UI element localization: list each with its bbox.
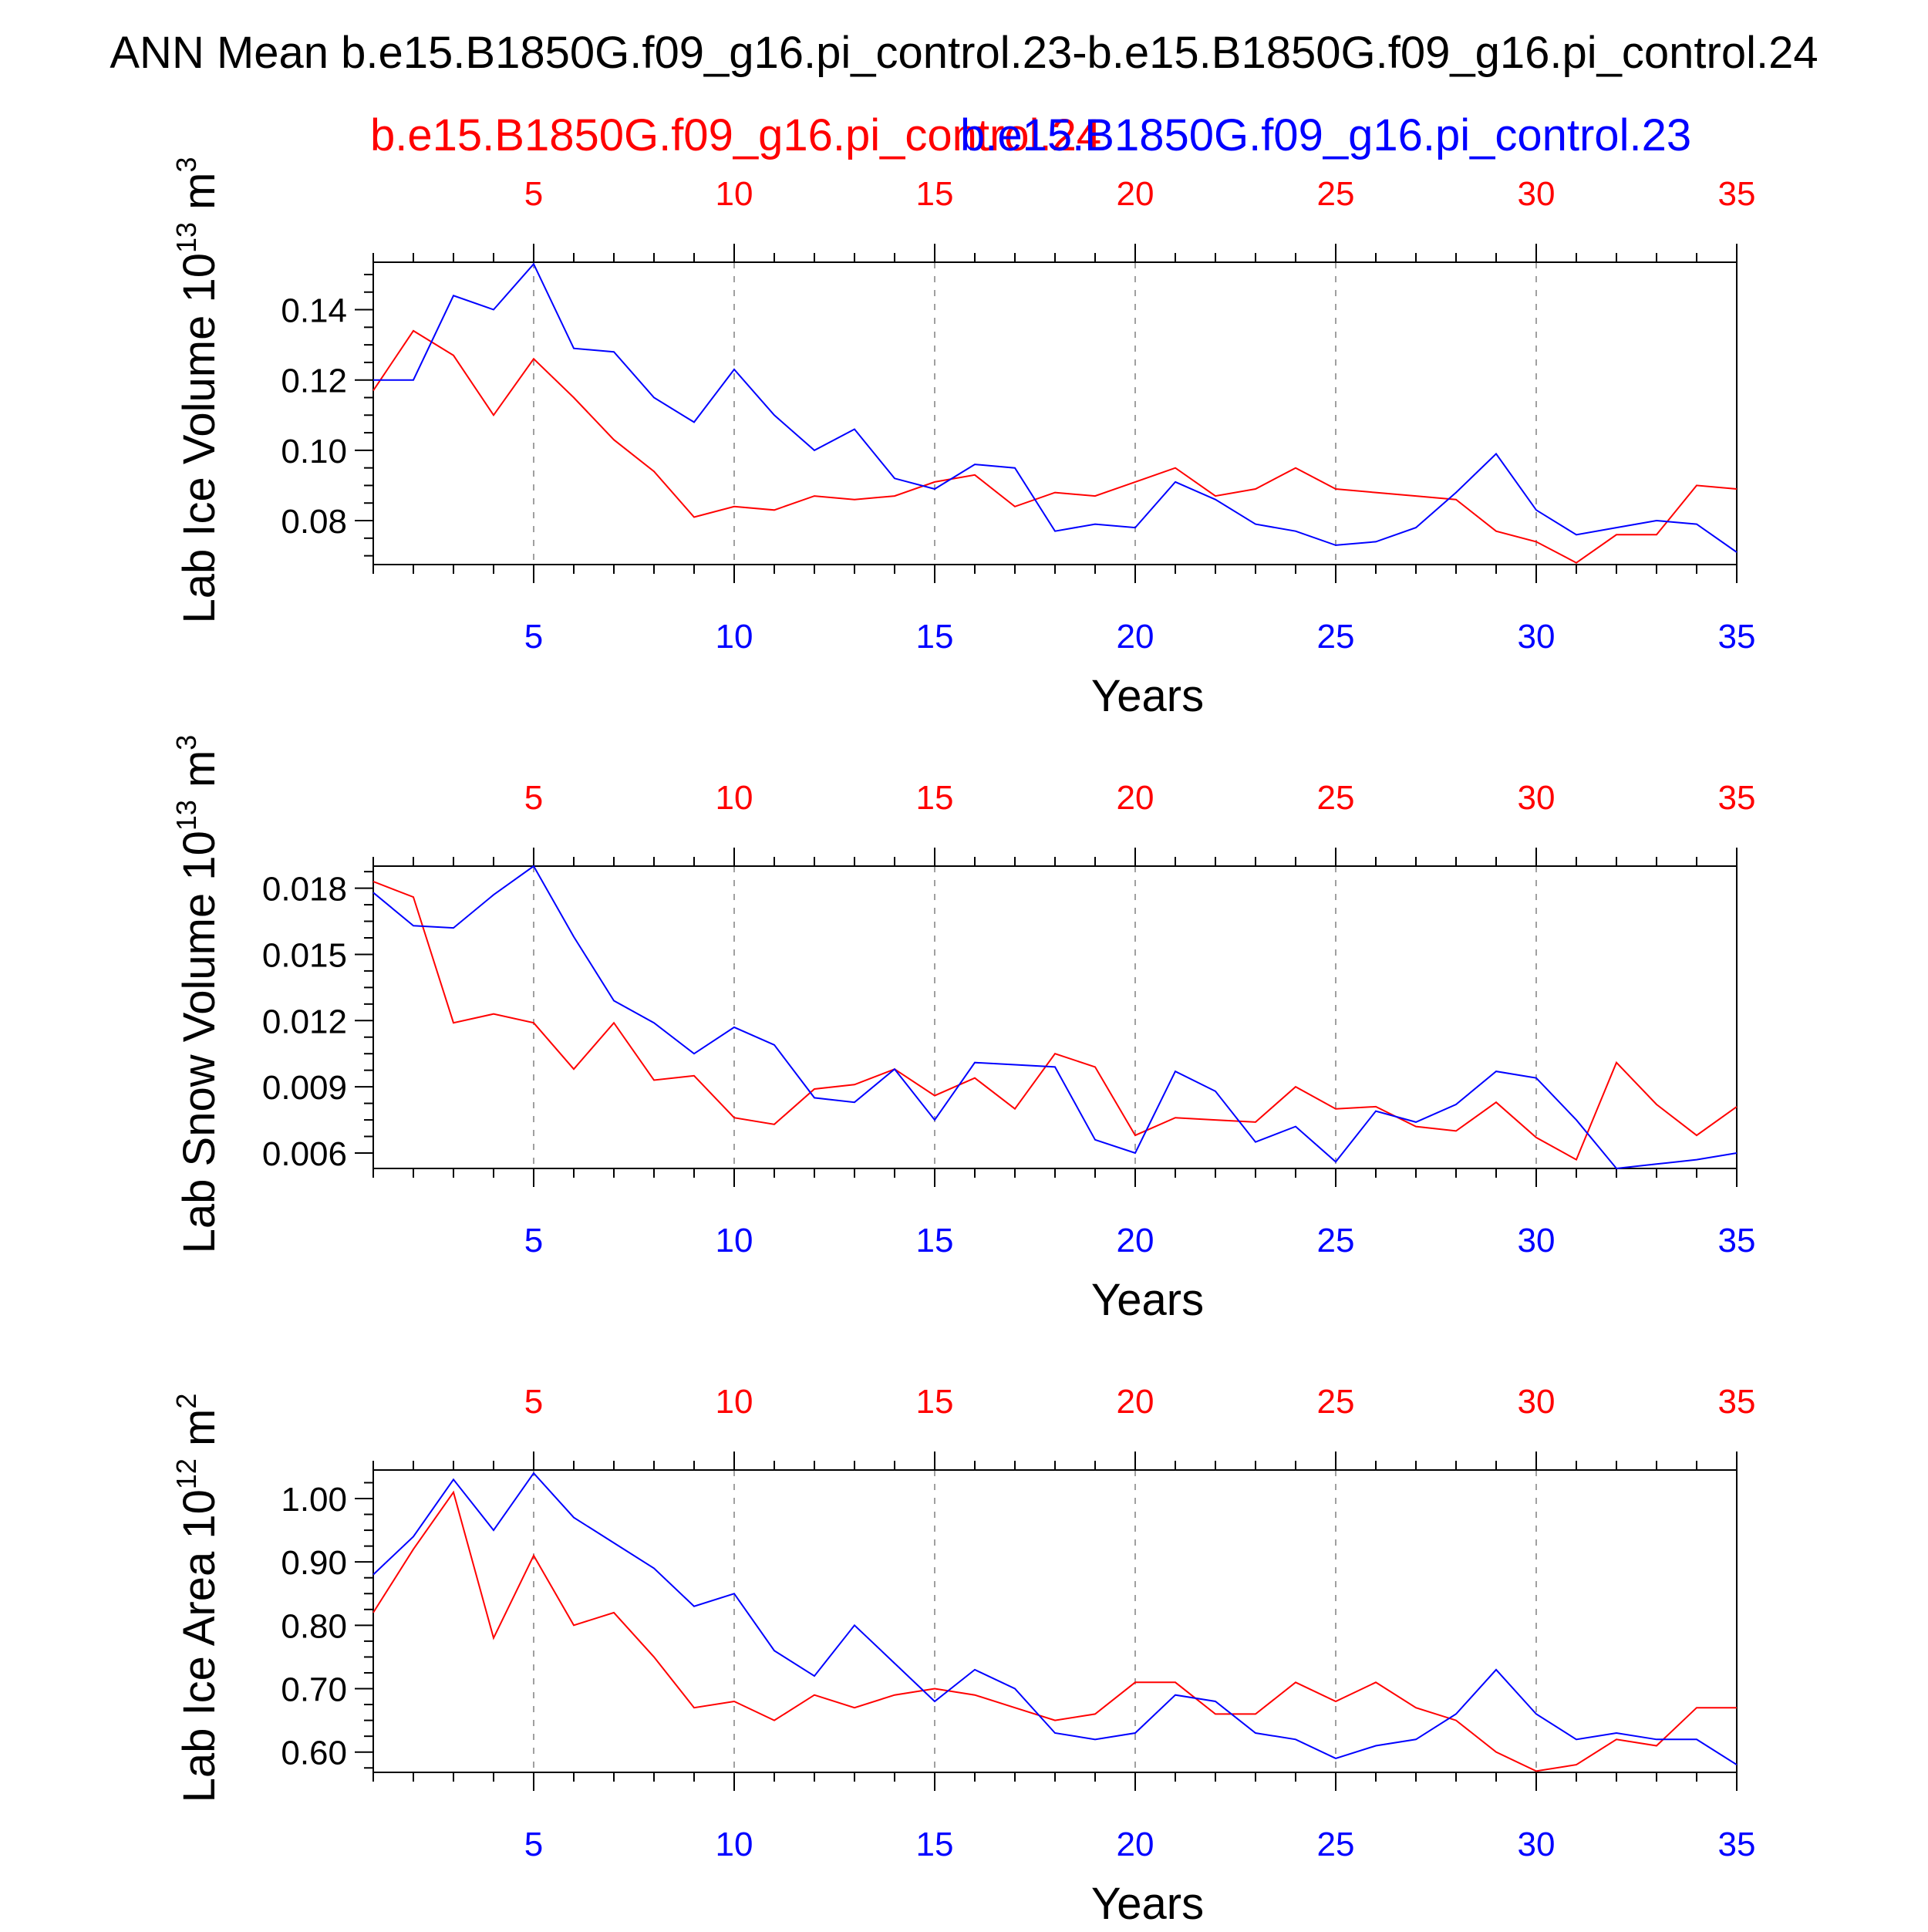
x-axis-label: Years — [1091, 671, 1204, 721]
y-axis-label: Lab Snow Volume 1013 m3 — [170, 735, 224, 1254]
x-bottom-tick-label: 35 — [1718, 1826, 1756, 1863]
y-tick-label: 0.10 — [281, 433, 347, 470]
x-top-tick-label: 25 — [1317, 779, 1355, 817]
y-tick-label: 0.12 — [281, 362, 347, 400]
x-axis-label: Years — [1091, 1275, 1204, 1325]
y-axis-label-part: m — [174, 1409, 224, 1458]
panel-1: 0.08 0.10 0.12 0.14 5 5 10 10 15 15 20 20 25 25 30 30 35… — [170, 157, 1755, 721]
panel-3: 0.60 0.70 0.80 0.90 1.00 5 5 10 10 15 15 20 20 25 25 30… — [170, 1383, 1756, 1929]
y-axis-label-superscript: 13 — [170, 222, 202, 253]
series-line-blue — [373, 262, 1738, 553]
panel-2: 0.006 0.009 0.012 0.015 0.018 5 5 10 10 15 15 20 20 2… — [170, 735, 1755, 1325]
y-axis-label-part: Lab Ice Area 10 — [174, 1489, 224, 1802]
y-tick-label: 0.009 — [262, 1069, 347, 1107]
y-axis-label-part: Lab Ice Volume 10 — [174, 253, 224, 623]
y-tick-label: 0.80 — [281, 1607, 347, 1645]
x-top-tick-label: 25 — [1317, 1383, 1355, 1421]
legend-red-label: b.e15.B1850G.f09_g16.pi_control.24 — [370, 110, 1101, 160]
y-tick-label: 0.70 — [281, 1671, 347, 1709]
y-tick-label: 0.006 — [262, 1135, 347, 1173]
y-axis-label-part: m — [174, 173, 224, 222]
x-bottom-tick-label: 30 — [1518, 618, 1556, 656]
x-bottom-tick-label: 5 — [524, 1222, 543, 1259]
x-bottom-tick-label: 15 — [916, 618, 954, 656]
chart-title: ANN Mean b.e15.B1850G.f09_g16.pi_control… — [110, 28, 1818, 78]
x-bottom-tick-label: 25 — [1317, 1222, 1355, 1259]
x-top-tick-label: 30 — [1518, 175, 1556, 213]
y-tick-label: 0.015 — [262, 936, 347, 974]
x-top-tick-label: 30 — [1518, 779, 1556, 817]
y-axis-label-superscript: 13 — [170, 800, 202, 831]
x-top-tick-label: 15 — [916, 1383, 954, 1421]
x-top-tick-label: 10 — [716, 175, 753, 213]
x-bottom-tick-label: 10 — [716, 1826, 753, 1863]
series-line-red — [372, 329, 1738, 564]
x-top-tick-label: 25 — [1317, 175, 1355, 213]
x-bottom-tick-label: 10 — [716, 618, 753, 656]
x-top-tick-label: 35 — [1718, 779, 1756, 817]
panels: 0.080.100.120.14551010151520202525303035… — [170, 157, 1756, 1929]
x-bottom-tick-label: 25 — [1317, 1826, 1355, 1863]
y-axis-label-part: m — [174, 750, 224, 800]
y-axis-label-superscript: 2 — [170, 1394, 202, 1409]
series-line-red — [372, 881, 1738, 1162]
x-top-tick-label: 5 — [524, 1383, 543, 1421]
plot-frame — [372, 865, 1738, 1169]
x-bottom-tick-label: 20 — [1117, 1826, 1154, 1863]
y-tick-label: 0.90 — [281, 1544, 347, 1582]
x-bottom-tick-label: 5 — [524, 1826, 543, 1863]
y-tick-label: 0.14 — [281, 292, 347, 330]
x-bottom-tick-label: 35 — [1718, 618, 1756, 656]
y-axis-label: Lab Ice Volume 1013 m3 — [170, 157, 224, 624]
x-bottom-tick-label: 15 — [916, 1826, 954, 1863]
series-line-red — [372, 1490, 1737, 1772]
x-top-tick-label: 35 — [1718, 175, 1756, 213]
y-tick-label: 0.018 — [262, 871, 347, 909]
x-top-tick-label: 35 — [1718, 1383, 1756, 1421]
x-top-tick-label: 15 — [916, 175, 954, 213]
x-bottom-tick-label: 10 — [716, 1222, 753, 1259]
x-bottom-tick-label: 35 — [1718, 1222, 1756, 1259]
x-top-tick-label: 30 — [1518, 1383, 1556, 1421]
series-line-blue — [372, 1472, 1738, 1765]
y-axis-label-superscript: 3 — [170, 157, 202, 173]
y-tick-label: 0.08 — [281, 503, 347, 541]
x-top-tick-label: 5 — [524, 779, 543, 817]
y-tick-label: 1.00 — [281, 1481, 347, 1519]
y-axis-label-superscript: 12 — [170, 1458, 202, 1489]
x-top-tick-label: 10 — [716, 1383, 753, 1421]
legend-blue-label: b.e15.B1850G.f09_g16.pi_control.23 — [960, 110, 1691, 160]
y-axis-label-part: Lab Snow Volume 10 — [174, 831, 224, 1253]
y-axis-label: Lab Ice Area 1012 m2 — [170, 1394, 224, 1803]
x-axis-label: Years — [1091, 1879, 1204, 1928]
x-bottom-tick-label: 5 — [524, 618, 543, 656]
x-top-tick-label: 20 — [1117, 175, 1154, 213]
x-bottom-tick-label: 25 — [1317, 618, 1355, 656]
plot-frame — [372, 261, 1738, 565]
x-top-tick-label: 5 — [524, 175, 543, 213]
y-axis-label-superscript: 3 — [170, 735, 202, 750]
x-bottom-tick-label: 30 — [1518, 1222, 1556, 1259]
x-bottom-tick-label: 20 — [1117, 1222, 1154, 1259]
x-top-tick-label: 20 — [1117, 1383, 1154, 1421]
x-bottom-tick-label: 30 — [1518, 1826, 1556, 1863]
plot-frame — [372, 1469, 1738, 1773]
y-tick-label: 0.60 — [281, 1735, 347, 1772]
x-bottom-tick-label: 20 — [1117, 618, 1154, 656]
series-line-blue — [372, 865, 1738, 1170]
x-bottom-tick-label: 15 — [916, 1222, 954, 1259]
x-top-tick-label: 15 — [916, 779, 954, 817]
y-tick-label: 0.012 — [262, 1003, 347, 1040]
x-top-tick-label: 20 — [1117, 779, 1154, 817]
x-top-tick-label: 10 — [716, 779, 753, 817]
